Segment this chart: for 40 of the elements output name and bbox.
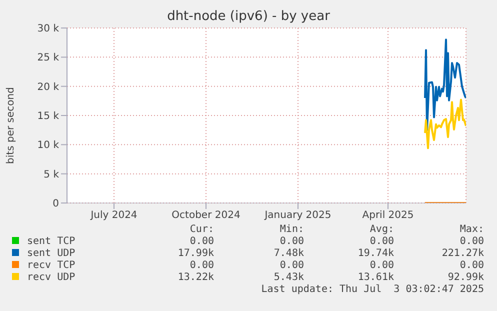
text: 13.22k [176,272,214,284]
text: 13.61k [356,272,394,284]
x-tick-label: October 2024 [172,210,240,222]
x-tick-label: January 2025 [264,210,332,222]
line-series [424,98,466,150]
y-tick-label: 15 k [37,111,60,122]
text: Cur: [188,224,214,236]
legend-label: recv TCP [26,260,76,272]
text: 0.00 [188,236,214,248]
legend-label: sent TCP [26,236,76,248]
text: 0.00 [368,260,394,272]
text: 17.99k [176,248,214,260]
legend-label: recv UDP [26,272,76,284]
text: 0.00 [278,260,304,272]
text: 7.48k [272,248,304,260]
text: 0.00 [278,236,304,248]
text: Last update: Thu Jul 3 03:02:47 2025 [260,284,484,296]
x-tick-label: July 2024 [90,210,138,222]
text: 221.27k [440,248,484,260]
text: 92.99k [446,272,484,284]
legend-label: sent UDP [26,248,76,260]
y-axis-title: bits per second [6,86,16,166]
x-tick-label: April 2025 [362,210,414,222]
y-tick-label: 10 k [37,140,60,152]
text: 0.00 [188,260,214,272]
y-tick-label: 30 k [37,24,60,35]
chart-title: dht-node (ipv6) - by year [166,9,331,24]
text: 0.00 [458,236,484,248]
text: Max: [458,224,484,236]
text: 5.43k [272,272,304,284]
text: Min: [278,224,304,236]
text: 19.74k [356,248,394,260]
y-tick-label: 0 [52,198,59,210]
y-tick-label: 25 k [37,52,60,64]
line-series [424,38,466,132]
y-tick-label: 20 k [37,82,60,93]
text: 0.00 [458,260,484,272]
text: 0.00 [368,236,394,248]
text: Avg: [368,224,394,236]
y-tick-label: 5 k [44,169,60,180]
